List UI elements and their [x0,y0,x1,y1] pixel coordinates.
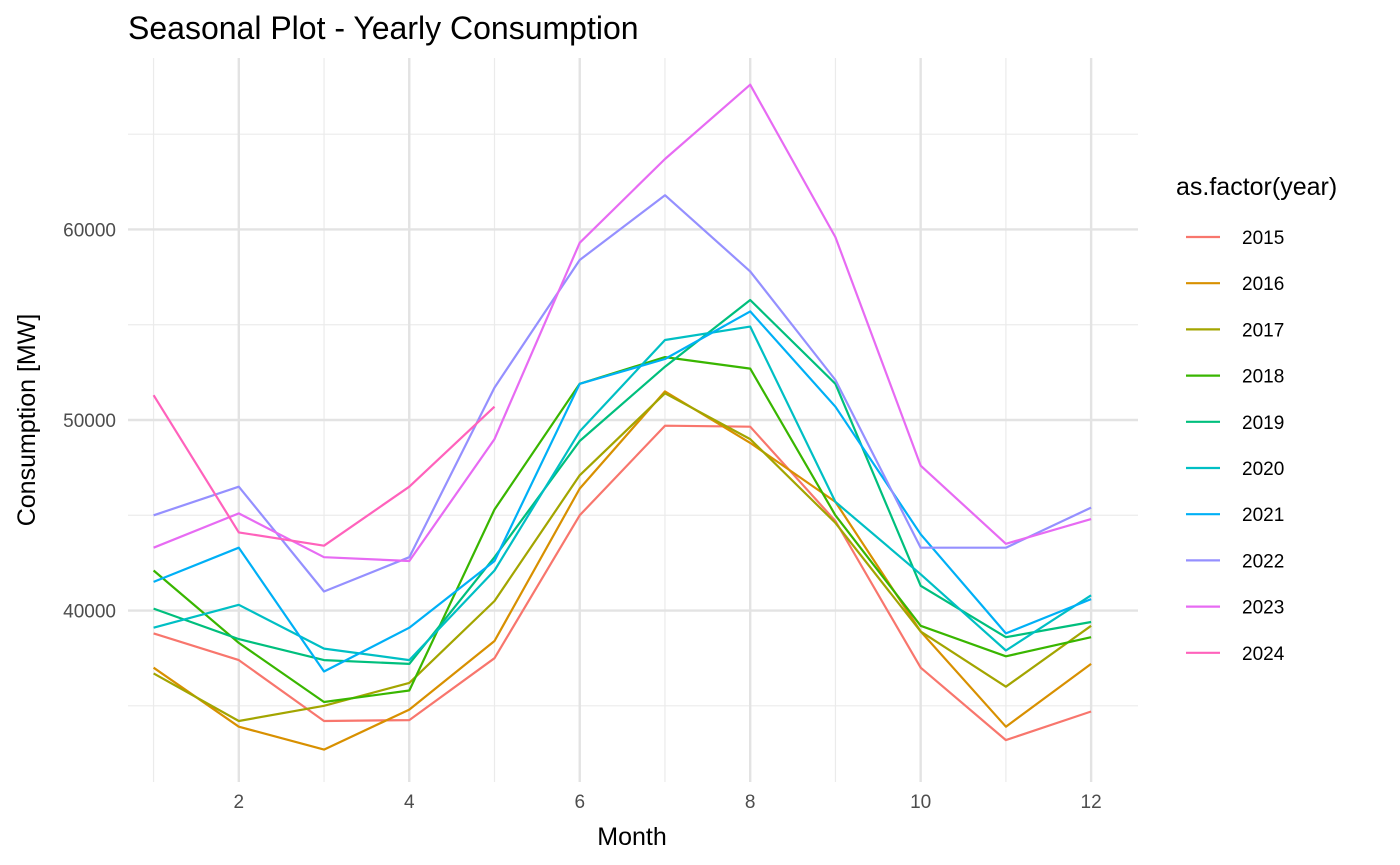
legend-item-2017: 2017 [1186,320,1284,341]
x-axis-ticks: 2 4 6 8 10 12 [234,792,1102,813]
y-tick-label: 60000 [63,220,116,241]
legend-label: 2016 [1242,274,1284,295]
legend-item-2019: 2019 [1186,413,1284,434]
series-line-2016 [152,390,1092,751]
x-tick-label: 10 [910,792,931,813]
legend-item-2015: 2015 [1186,228,1284,249]
x-tick-label: 12 [1081,792,1102,813]
legend-label: 2023 [1242,598,1284,619]
series-line-2024 [152,394,496,547]
legend-label: 2020 [1242,459,1284,480]
y-tick-label: 50000 [63,411,116,432]
chart-title: Seasonal Plot - Yearly Consumption [128,10,639,46]
y-axis-ticks: 40000 50000 60000 [63,220,116,622]
legend-label: 2015 [1242,228,1284,249]
legend-item-2016: 2016 [1186,274,1284,295]
y-tick-label: 40000 [63,602,116,623]
legend-label: 2021 [1242,505,1284,526]
legend-label: 2017 [1242,320,1284,341]
legend-item-2021: 2021 [1186,505,1284,526]
legend-item-2023: 2023 [1186,598,1284,619]
legend-label: 2019 [1242,413,1284,434]
y-axis-title: Consumption [MW] [13,314,41,527]
series-line-2021 [153,310,1092,673]
series-lines [152,83,1092,751]
x-tick-label: 2 [234,792,245,813]
series-line-2015 [153,424,1092,742]
x-tick-label: 6 [574,792,585,813]
legend-item-2018: 2018 [1186,367,1284,388]
x-tick-label: 8 [745,792,756,813]
legend-item-2024: 2024 [1186,644,1285,665]
series-line-2020 [153,325,1092,662]
legend-item-2022: 2022 [1186,551,1284,572]
series-line-2022 [153,194,1092,593]
legend-label: 2018 [1242,367,1284,388]
x-tick-label: 4 [404,792,415,813]
x-axis-title: Month [597,823,666,851]
series-line-2017 [153,392,1092,723]
legend-label: 2022 [1242,551,1284,572]
grid-major [128,58,1138,782]
series-line-2019 [153,298,1092,666]
legend-title: as.factor(year) [1176,173,1337,201]
legend-item-2020: 2020 [1186,459,1284,480]
legend: as.factor(year) 2015 2016 2017 2018 2019 2020… [1176,173,1337,665]
series-line-2023 [153,83,1092,563]
legend-label: 2024 [1242,644,1285,665]
